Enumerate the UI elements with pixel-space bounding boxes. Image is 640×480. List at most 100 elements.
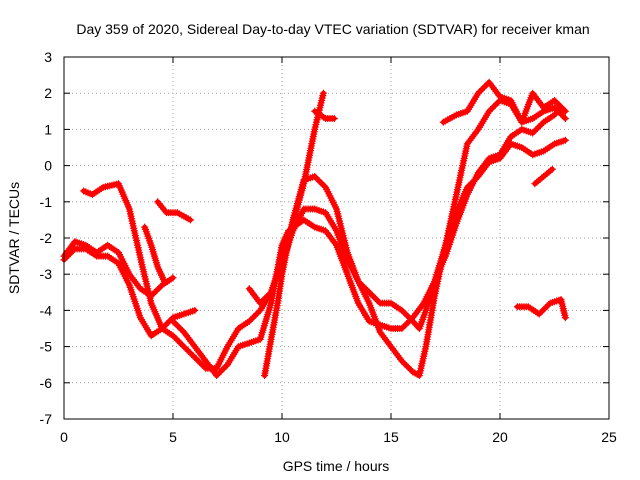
y-tick-label: -5	[40, 339, 53, 355]
series-track-j	[439, 78, 569, 126]
data-point	[319, 89, 327, 97]
data-point	[181, 344, 189, 352]
data-point	[65, 251, 73, 259]
data-point	[169, 274, 177, 282]
data-point	[222, 362, 230, 370]
data-point	[474, 89, 482, 97]
x-axis-label: GPS time / hours	[283, 458, 390, 474]
data-point	[169, 332, 177, 340]
data-point	[552, 98, 560, 106]
data-point	[561, 107, 569, 115]
data-point	[488, 104, 496, 112]
data-point	[178, 341, 186, 349]
data-point	[555, 108, 563, 116]
series-track-d	[141, 223, 168, 285]
data-point	[557, 110, 565, 118]
data-point	[487, 106, 495, 114]
data-point	[315, 177, 323, 185]
data-point	[407, 316, 415, 324]
data-point	[318, 180, 326, 188]
data-point	[180, 343, 188, 351]
x-tick-label: 10	[274, 429, 290, 445]
data-point	[406, 365, 414, 373]
data-point	[250, 313, 258, 321]
y-tick-label: 2	[44, 85, 52, 101]
data-point	[172, 320, 180, 328]
data-point	[68, 248, 76, 256]
series-track-k	[513, 296, 569, 322]
data-point	[551, 96, 558, 104]
y-tick-label: -2	[40, 230, 53, 246]
data-point	[183, 346, 191, 354]
data-point	[266, 290, 274, 298]
data-point	[195, 358, 203, 366]
data-point	[186, 216, 194, 224]
data-point	[401, 310, 409, 318]
data-point	[491, 101, 499, 109]
data-point	[545, 301, 553, 309]
data-point	[373, 296, 381, 304]
data-point	[399, 359, 407, 367]
data-point	[406, 314, 414, 322]
y-tick-label: 0	[44, 158, 52, 174]
data-point	[217, 367, 225, 375]
data-point	[164, 318, 172, 326]
data-point	[219, 365, 227, 373]
series-track-i	[311, 107, 338, 123]
data-point	[368, 291, 376, 299]
data-point	[214, 370, 222, 378]
data-point	[537, 308, 545, 316]
data-point	[320, 182, 328, 190]
y-tick-label: -1	[40, 194, 53, 210]
y-tick-label: 3	[44, 49, 52, 65]
data-point	[172, 335, 180, 343]
data-point	[561, 314, 569, 322]
data-point	[177, 325, 185, 333]
data-point	[175, 338, 183, 346]
data-point	[403, 311, 411, 319]
data-point	[558, 104, 566, 112]
data-point	[560, 106, 568, 114]
data-point	[535, 123, 543, 131]
y-tick-label: -6	[40, 375, 53, 391]
data-point	[169, 317, 177, 325]
x-tick-label: 15	[383, 429, 399, 445]
data-point	[540, 305, 548, 313]
axis-ticks: 0 5 10 15 20 25 -7 -6 -5 -4 -3 -2 -1 0 1 2 3	[40, 49, 617, 445]
data-point	[555, 101, 563, 109]
data-point	[63, 253, 71, 261]
x-tick-label: 0	[60, 429, 68, 445]
data-point	[253, 310, 261, 318]
data-point	[245, 317, 253, 325]
data-point	[259, 296, 267, 304]
data-point	[404, 363, 412, 371]
data-point	[62, 254, 70, 262]
data-point	[403, 320, 411, 328]
data-point	[403, 362, 411, 370]
data-point	[174, 336, 182, 344]
data-layer	[60, 78, 569, 380]
data-point	[255, 308, 263, 316]
data-point	[476, 88, 484, 96]
data-point	[66, 250, 74, 258]
data-point	[188, 350, 196, 358]
data-point	[264, 291, 272, 299]
data-point	[370, 293, 378, 301]
data-point	[371, 295, 379, 303]
data-point	[551, 104, 558, 112]
data-point	[191, 306, 199, 314]
data-point	[375, 298, 383, 306]
series-track-b	[60, 245, 199, 340]
data-point	[153, 286, 161, 294]
data-point	[199, 361, 207, 369]
data-point	[191, 353, 199, 361]
data-point	[529, 129, 537, 137]
y-tick-label: -4	[40, 302, 53, 318]
data-point	[530, 127, 538, 135]
x-tick-label: 5	[169, 429, 177, 445]
y-tick-label: 1	[44, 121, 52, 137]
data-point	[177, 339, 185, 347]
data-point	[554, 107, 562, 115]
data-point	[561, 115, 569, 123]
